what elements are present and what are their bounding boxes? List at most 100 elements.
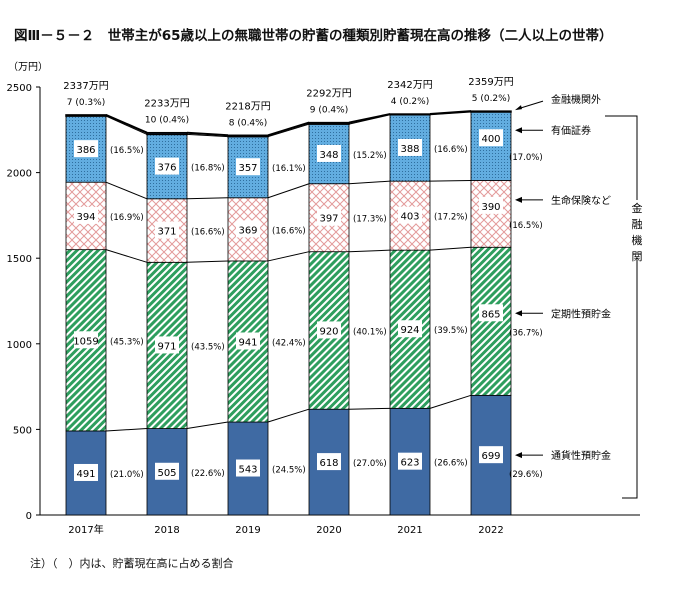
y-tick-label: 2000	[7, 169, 32, 180]
other-value-label: 4 (0.2%)	[391, 97, 429, 107]
chart-title: 図Ⅲ－５－２ 世帯主が65歳以上の無職世帯の貯蓄の種類別貯蓄現在高の推移（二人以…	[14, 28, 613, 44]
arrowhead-icon	[515, 196, 522, 203]
value-label: 400	[481, 134, 500, 145]
connector-line	[105, 113, 148, 134]
x-tick-label: 2017年	[68, 523, 103, 536]
value-label: 369	[238, 225, 257, 236]
value-label: 971	[157, 341, 176, 352]
total-label: 2218万円	[225, 101, 270, 112]
legend-label: 生命保険など	[551, 194, 611, 207]
percent-label: (16.8%)	[191, 164, 225, 174]
connector-line	[267, 408, 310, 423]
footnote: 注）（ ）内は、貯蓄現在高に占める割合	[30, 557, 234, 570]
value-label: 394	[76, 212, 95, 223]
value-label: 1059	[73, 336, 98, 347]
percent-label: (15.2%)	[353, 151, 387, 161]
value-label: 924	[400, 325, 419, 336]
value-label-bg	[74, 331, 98, 349]
value-label: 403	[400, 212, 419, 223]
total-label: 2342万円	[387, 80, 432, 91]
legend-label: 金融機関外	[551, 93, 601, 106]
percent-label: (17.3%)	[353, 215, 387, 225]
connector-line	[429, 246, 472, 251]
value-label: 376	[157, 163, 176, 174]
connector-line	[348, 407, 391, 410]
other-value-label: 10 (0.4%)	[145, 116, 189, 126]
percent-label: (16.6%)	[191, 228, 225, 238]
percent-label: (39.5%)	[434, 326, 468, 336]
y-axis-label: （万円）	[8, 61, 48, 73]
value-label: 386	[76, 145, 95, 156]
value-label: 941	[238, 337, 257, 348]
x-tick-label: 2020	[316, 525, 341, 536]
arrowhead-icon	[515, 127, 522, 134]
value-label: 390	[481, 202, 500, 213]
percent-label: (16.6%)	[434, 145, 468, 155]
value-label-bg	[398, 452, 422, 470]
percent-label: (16.5%)	[509, 221, 543, 231]
value-label-bg	[317, 208, 341, 226]
y-tick-label: 1500	[7, 254, 32, 265]
percent-label: (16.1%)	[272, 164, 306, 174]
bar-segment	[470, 110, 512, 113]
bar-segment	[308, 121, 350, 125]
x-tick-label: 2019	[235, 525, 260, 536]
y-tick-label: 500	[13, 425, 32, 436]
total-label: 2292万円	[306, 89, 351, 100]
total-label: 2233万円	[144, 99, 189, 110]
value-label-bg	[236, 459, 260, 477]
value-label-bg	[479, 129, 503, 147]
value-label: 865	[481, 309, 500, 320]
value-label-bg	[155, 462, 179, 480]
bracket-label-char: 機	[632, 233, 643, 247]
other-value-label: 9 (0.4%)	[310, 106, 348, 116]
value-label: 920	[319, 326, 338, 337]
total-label: 2359万円	[468, 77, 513, 88]
connector-line	[348, 249, 391, 253]
value-label: 618	[319, 458, 338, 469]
percent-label: (29.6%)	[509, 470, 543, 480]
value-label: 543	[238, 465, 257, 476]
percent-label: (17.2%)	[434, 213, 468, 223]
arrowhead-icon	[515, 310, 522, 317]
value-label: 491	[76, 469, 95, 480]
connector-line	[348, 113, 391, 124]
x-tick-label: 2021	[397, 525, 422, 536]
value-label-bg	[236, 220, 260, 238]
percent-label: (26.6%)	[434, 459, 468, 469]
percent-label: (42.4%)	[272, 338, 306, 348]
value-label-bg	[236, 158, 260, 176]
other-value-label: 7 (0.3%)	[67, 98, 105, 108]
connector-line	[267, 121, 310, 137]
connector-line	[105, 181, 148, 200]
value-label-bg	[74, 140, 98, 158]
value-label: 397	[319, 214, 338, 225]
bar-segment	[227, 134, 269, 138]
value-label-bg	[398, 138, 422, 156]
y-tick-label: 1000	[7, 340, 32, 351]
value-label-bg	[479, 196, 503, 214]
y-tick-label: 0	[26, 511, 32, 522]
connector-line	[186, 131, 229, 137]
value-label-bg	[317, 321, 341, 339]
bracket-label-char: 金	[632, 201, 643, 215]
percent-label: (36.7%)	[509, 328, 543, 338]
percent-label: (27.0%)	[353, 459, 387, 469]
percent-label: (21.0%)	[110, 470, 144, 480]
value-label-bg	[155, 221, 179, 239]
value-label-bg	[398, 320, 422, 338]
connector-line	[186, 421, 229, 430]
other-value-label: 8 (0.4%)	[229, 118, 267, 128]
value-label-bg	[317, 453, 341, 471]
other-value-label: 5 (0.2%)	[472, 94, 510, 104]
value-label: 699	[481, 451, 500, 462]
connector-line	[348, 180, 391, 185]
percent-label: (45.3%)	[110, 337, 144, 347]
bar-segment	[389, 113, 431, 116]
legend-label: 通貨性預貯金	[551, 449, 611, 462]
y-tick-label: 2500	[7, 83, 32, 94]
value-label-bg	[155, 157, 179, 175]
total-label: 2337万円	[63, 81, 108, 92]
value-label: 348	[319, 150, 338, 161]
